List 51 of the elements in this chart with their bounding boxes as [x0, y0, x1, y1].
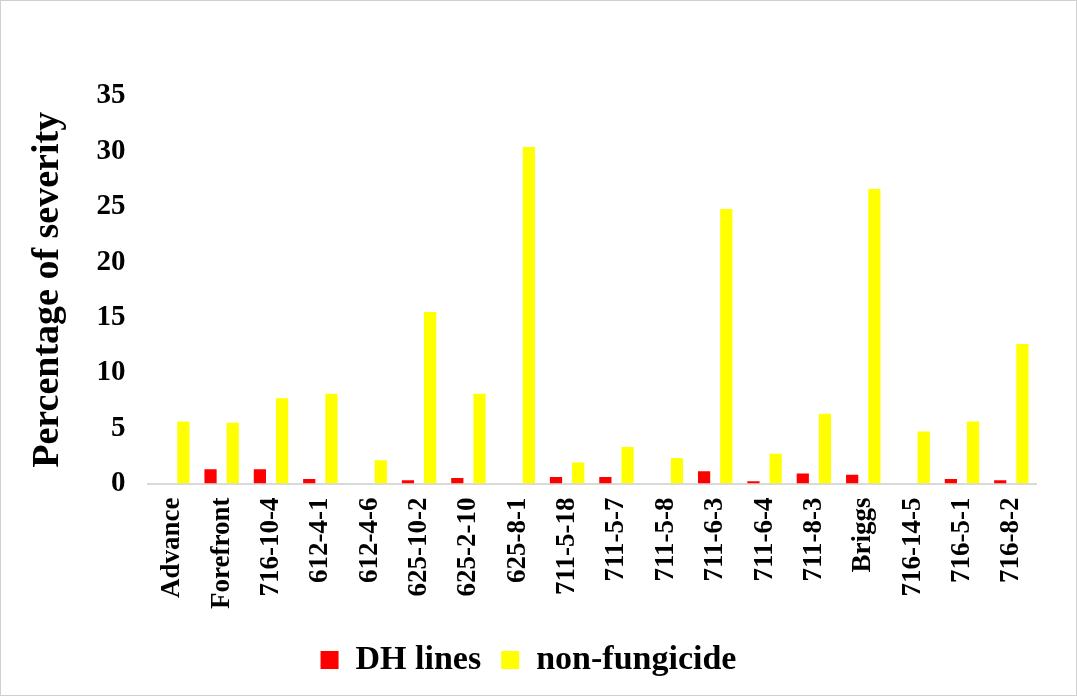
bar: [720, 208, 733, 484]
bar: [522, 146, 535, 484]
x-tick-label: 625-2-10: [451, 497, 482, 597]
x-tick-label: 711-6-4: [747, 497, 778, 582]
x-tick-label: 612-4-1: [303, 497, 334, 584]
x-tick-label: 711-8-3: [796, 497, 827, 582]
bar: [473, 393, 486, 484]
bar: [966, 421, 980, 484]
bar: [424, 311, 437, 484]
y-axis-title: Percentage of severity: [23, 111, 66, 468]
bar: [325, 393, 338, 484]
x-tick-label: 625-8-1: [500, 497, 531, 584]
x-tick-label: 716-5-1: [944, 497, 975, 584]
bar: [670, 458, 684, 484]
bar: [621, 446, 634, 484]
bar: [253, 469, 266, 484]
y-tick-label: 0: [111, 465, 126, 498]
y-tick-label: 30: [96, 132, 126, 165]
x-tick-label: 716-14-5: [895, 497, 926, 597]
bar: [204, 469, 217, 484]
bar: [177, 421, 190, 484]
bar: [868, 189, 881, 484]
x-tick-label: 711-6-3: [698, 497, 729, 582]
bar: [226, 422, 239, 484]
x-tick-label: 711-5-8: [648, 497, 679, 582]
legend-label: DH lines: [355, 638, 482, 676]
y-tick-label: 5: [111, 409, 126, 442]
x-tick-label: 716-10-4: [253, 497, 284, 597]
x-tick-label: Advance: [155, 497, 186, 599]
x-tick-label: 711-5-7: [599, 497, 630, 582]
y-tick-label: 15: [96, 298, 126, 331]
bar: [769, 453, 782, 484]
bar: [572, 462, 585, 484]
y-tick-label: 25: [96, 188, 126, 221]
x-tick-label: 625-10-2: [402, 497, 433, 597]
bar: [1016, 344, 1029, 484]
y-tick-label: 10: [96, 354, 126, 387]
x-tick-label: Forefront: [204, 497, 235, 609]
bar: [374, 460, 387, 484]
legend-label: non-fungicide: [536, 638, 737, 676]
y-tick-label: 20: [96, 243, 126, 276]
x-tick-label: 612-4-6: [352, 497, 383, 584]
bar: [818, 413, 832, 484]
bar: [747, 481, 760, 484]
bar: [917, 431, 930, 484]
x-tick-label: Briggs: [846, 497, 877, 573]
y-tick-label: 35: [96, 77, 126, 110]
x-tick-label: 711-5-18: [550, 497, 581, 596]
x-tick-label: 716-8-2: [994, 497, 1025, 584]
bar: [697, 471, 711, 484]
bar: [275, 398, 289, 484]
